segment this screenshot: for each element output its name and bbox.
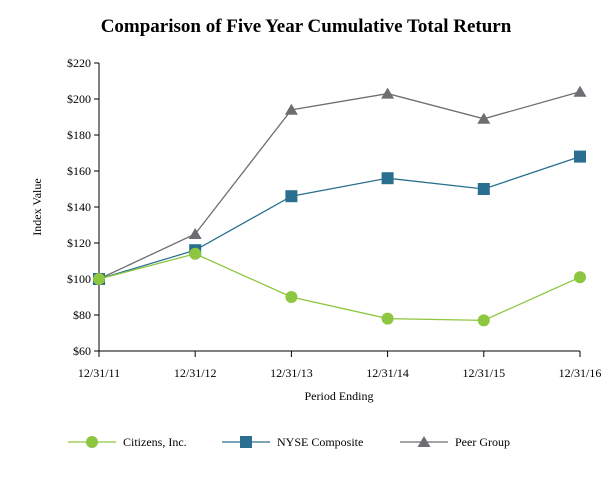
y-tick-label: $200 [67, 92, 91, 106]
data-point [477, 112, 491, 124]
data-point [284, 103, 298, 115]
data-point [381, 172, 394, 185]
x-axis-ticks: 12/31/11 12/31/12 12/31/13 12/31/14 12/31/15… [78, 351, 601, 380]
data-point [574, 150, 586, 163]
series-peer-group [92, 85, 587, 284]
y-axis-ticks: $60 $80 $100 $120 $140 $160 $180 $200 $220 [67, 56, 99, 358]
y-tick-label: $160 [67, 164, 91, 178]
data-point [381, 87, 395, 99]
series-group [92, 85, 587, 327]
legend-marker [86, 436, 98, 448]
data-point [188, 228, 202, 239]
legend-marker [417, 436, 431, 447]
y-tick-label: $80 [73, 308, 91, 322]
series-line [98, 155, 581, 280]
series-citizens-inc [93, 247, 586, 327]
data-point [573, 85, 587, 97]
data-point [285, 291, 298, 303]
legend-label: NYSE Composite [277, 435, 363, 449]
legend-item: Peer Group [400, 435, 510, 449]
legend-label: Peer Group [455, 435, 510, 449]
x-tick-label: 12/31/13 [270, 366, 313, 380]
x-tick-label: 12/31/16 [559, 366, 602, 380]
legend-item: Citizens, Inc. [68, 435, 187, 449]
series-nyse-composite [93, 150, 586, 285]
y-tick-label: $60 [73, 344, 91, 358]
x-tick-label: 12/31/12 [174, 366, 217, 380]
x-tick-label: 12/31/11 [78, 366, 120, 380]
y-tick-label: $120 [67, 236, 91, 250]
data-point [93, 273, 105, 285]
x-tick-label: 12/31/15 [462, 366, 505, 380]
x-axis-label: Period Ending [305, 389, 374, 403]
legend: Citizens, Inc. NYSE Composite Peer Group [68, 435, 510, 449]
series-line [98, 253, 581, 322]
data-point [285, 190, 298, 203]
data-point [477, 183, 490, 195]
y-tick-label: $220 [67, 56, 91, 70]
y-tick-label: $100 [67, 272, 91, 286]
chart-title: Comparison of Five Year Cumulative Total… [101, 16, 512, 37]
data-point [477, 314, 490, 327]
y-tick-label: $180 [67, 128, 91, 142]
legend-item: NYSE Composite [222, 435, 363, 449]
x-tick-label: 12/31/14 [366, 366, 409, 380]
y-tick-label: $140 [67, 200, 91, 214]
series-line [98, 91, 581, 280]
data-point [381, 312, 394, 325]
y-axis-label: Index Value [30, 178, 44, 235]
legend-label: Citizens, Inc. [123, 435, 187, 449]
data-point [189, 247, 202, 260]
data-point [574, 271, 586, 284]
legend-marker [240, 436, 252, 448]
